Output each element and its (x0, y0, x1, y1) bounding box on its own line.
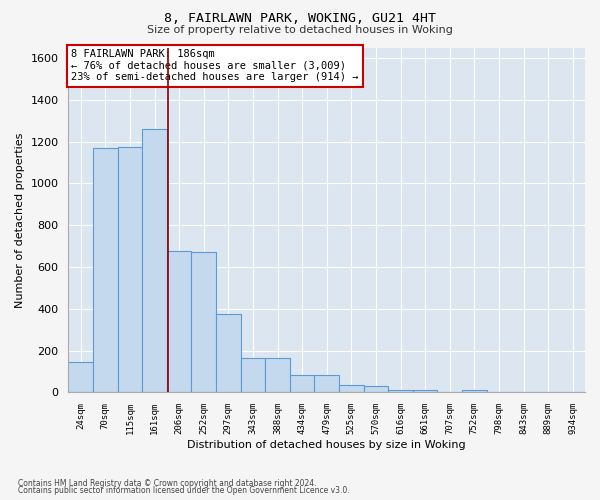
Bar (388, 390, 413, 392)
Text: 8, FAIRLAWN PARK, WOKING, GU21 4HT: 8, FAIRLAWN PARK, WOKING, GU21 4HT (164, 12, 436, 26)
Bar (167, 252, 191, 392)
Bar (462, 390, 487, 392)
Bar (68, 362, 93, 392)
Text: Contains HM Land Registry data © Crown copyright and database right 2024.: Contains HM Land Registry data © Crown c… (18, 478, 317, 488)
Bar (413, 390, 437, 392)
Text: Contains public sector information licensed under the Open Government Licence v3: Contains public sector information licen… (18, 486, 350, 495)
X-axis label: Distribution of detached houses by size in Woking: Distribution of detached houses by size … (187, 440, 466, 450)
Text: Size of property relative to detached houses in Woking: Size of property relative to detached ho… (147, 25, 453, 35)
Bar (265, 358, 290, 392)
Text: 8 FAIRLAWN PARK: 186sqm
← 76% of detached houses are smaller (3,009)
23% of semi: 8 FAIRLAWN PARK: 186sqm ← 76% of detache… (71, 49, 358, 82)
Bar (216, 314, 241, 392)
Bar (118, 147, 142, 392)
Bar (241, 358, 265, 392)
Bar (364, 386, 388, 392)
Bar (314, 375, 339, 392)
Bar (93, 148, 118, 392)
Bar (191, 252, 216, 392)
Y-axis label: Number of detached properties: Number of detached properties (15, 132, 25, 308)
Bar (142, 129, 167, 392)
Bar (290, 375, 314, 392)
Bar (339, 385, 364, 392)
